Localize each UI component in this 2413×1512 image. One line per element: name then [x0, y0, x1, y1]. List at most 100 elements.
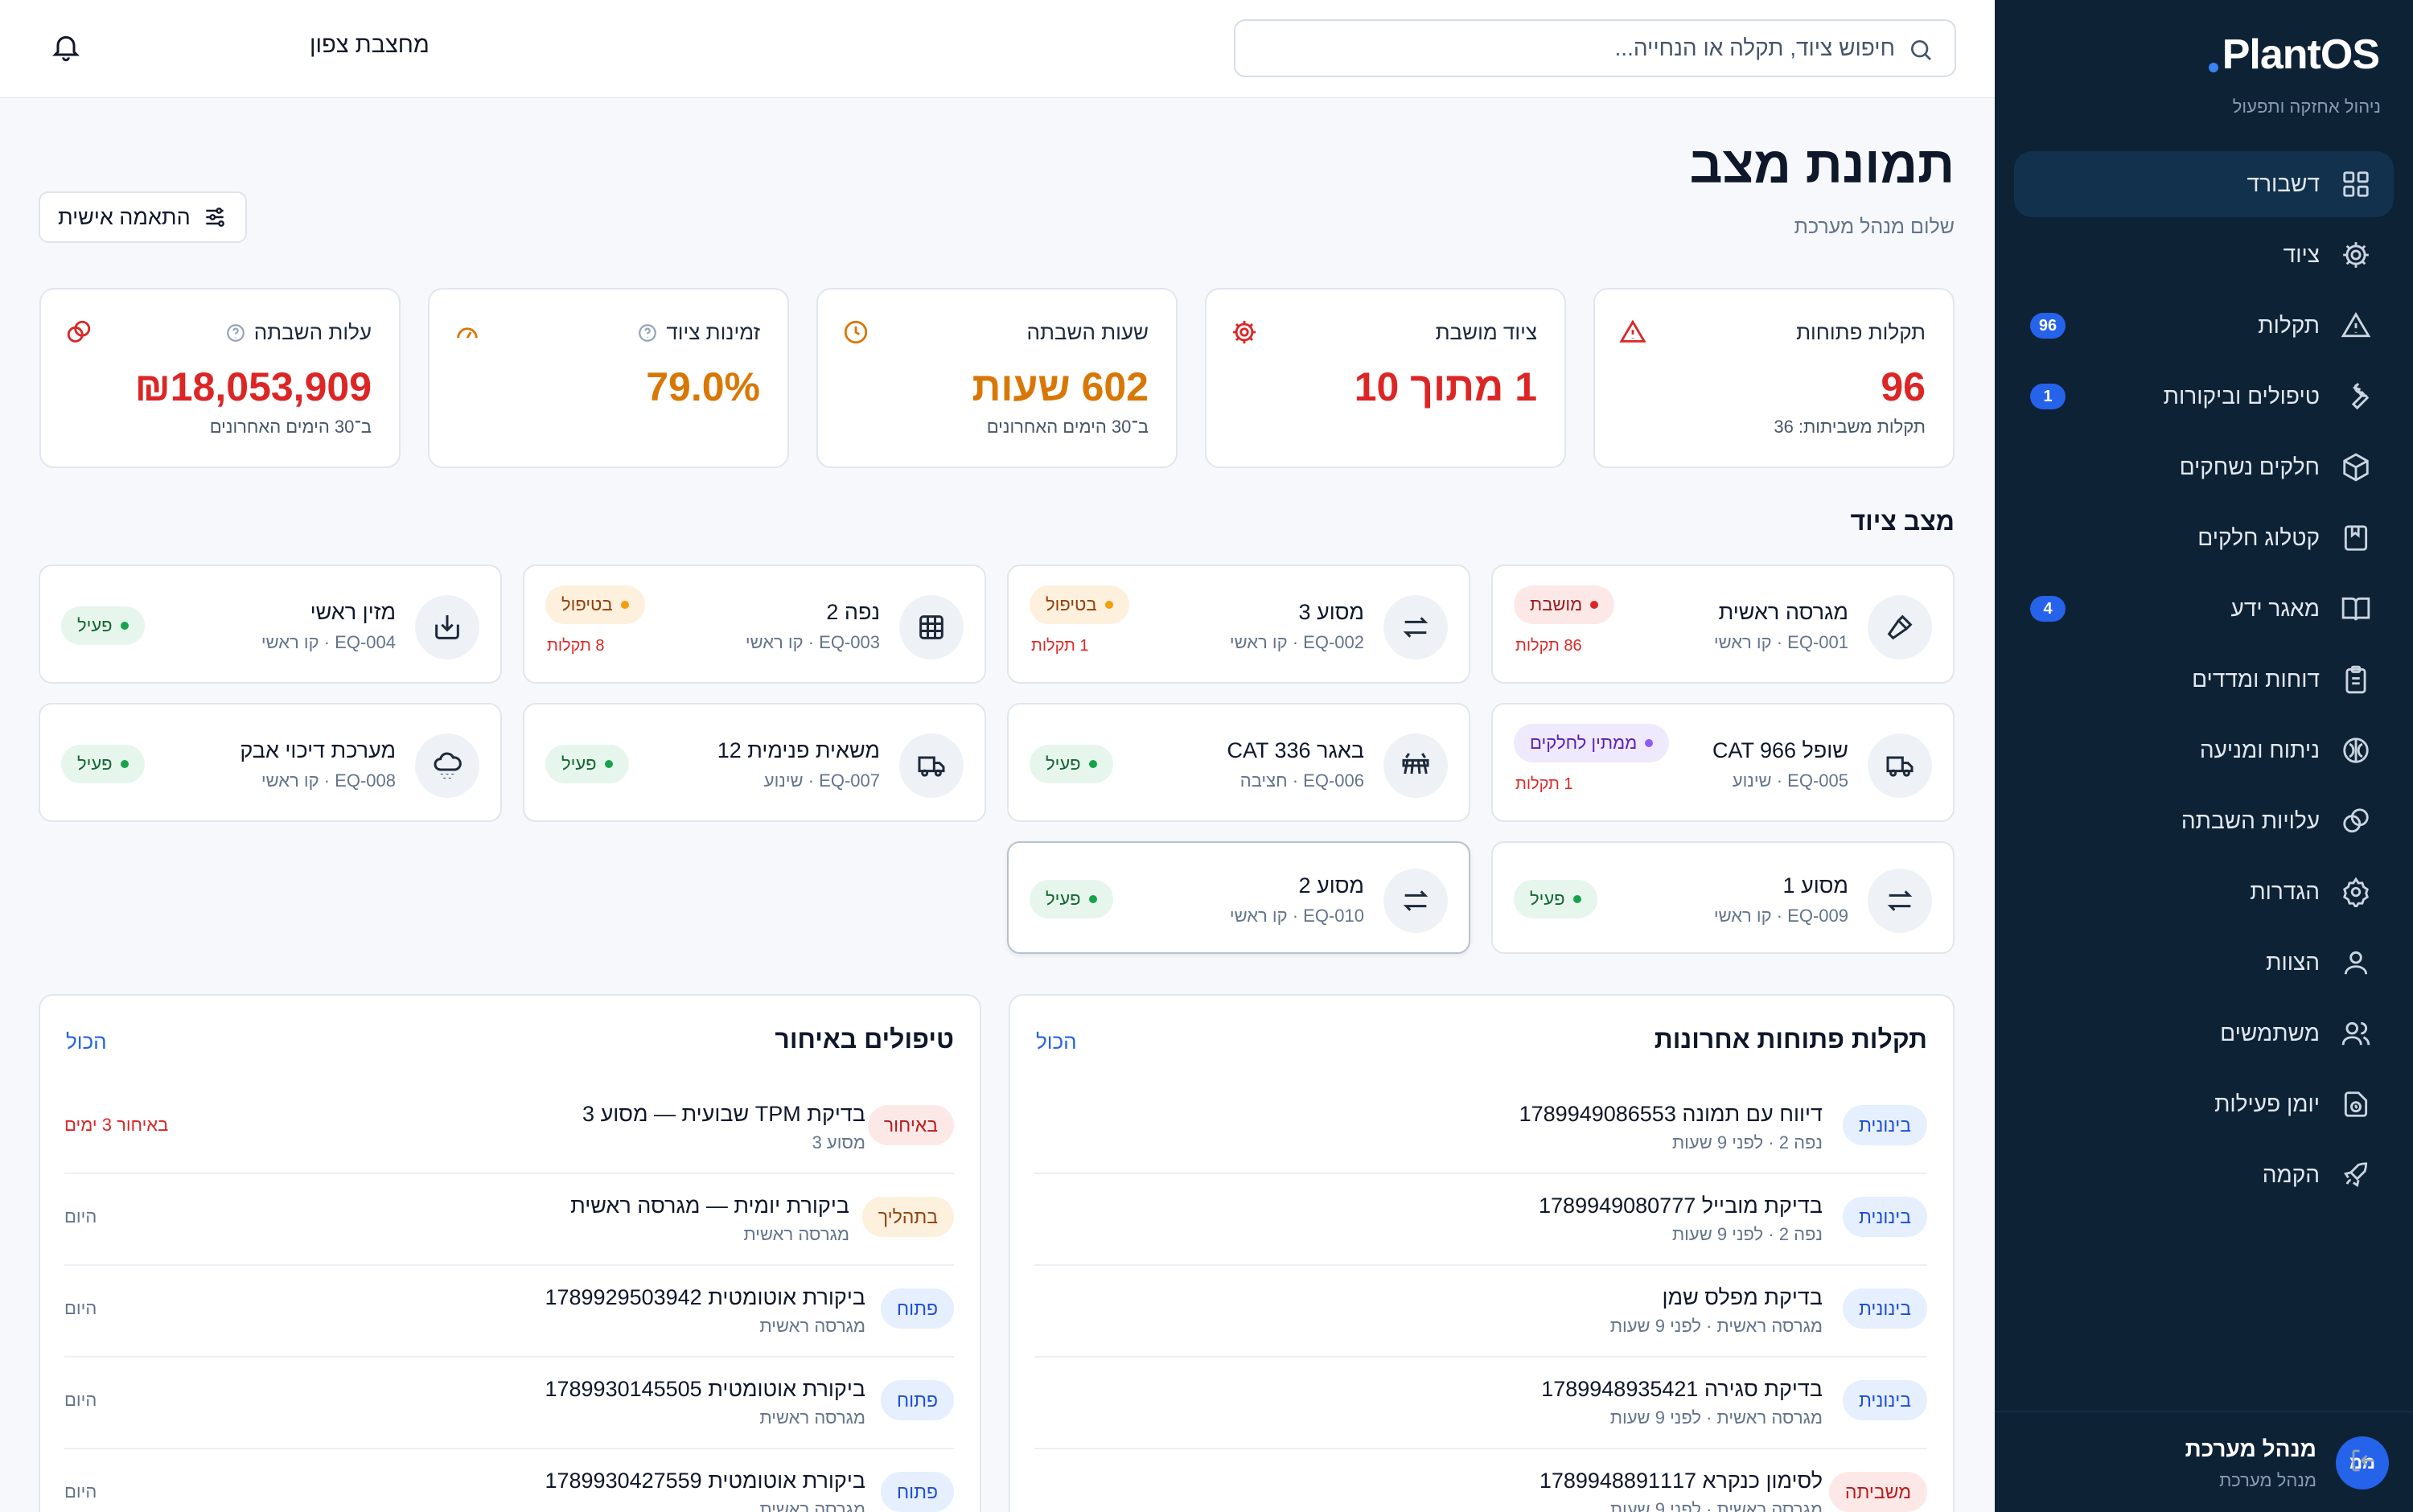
rocket-icon: [2341, 1160, 2371, 1190]
customize-button[interactable]: התאמה אישית: [39, 191, 247, 243]
help-icon[interactable]: [225, 323, 246, 343]
sidebar-item-analysis[interactable]: ניתוח ומניעה: [2014, 717, 2394, 783]
bell-icon[interactable]: [50, 31, 82, 63]
status-label: ממתין לחלקים: [1530, 733, 1638, 753]
equipment-card[interactable]: שופל CAT 966 EQ-005 · שינוע ממתין לחלקים…: [1491, 703, 1955, 822]
sidebar: PlantOS ניהול אחזקה ותפעול דשבורד ציוד ת…: [1995, 0, 2413, 1512]
fault-subtitle: מגרסה ראשית · לפני 9 שעות: [1609, 1407, 1823, 1428]
sidebar-item-activity-log[interactable]: יומן פעילות: [2014, 1071, 2394, 1137]
status-badge: מושבת: [1514, 585, 1615, 624]
fault-title: דיווח עם תמונה 1789949086553: [1519, 1102, 1823, 1126]
equipment-card[interactable]: מסוע 2 EQ-010 · קו ראשי פעיל: [1007, 841, 1470, 954]
equipment-name: נפה 2: [826, 600, 880, 624]
status-label: פעיל: [561, 754, 597, 774]
status-dot: [120, 760, 129, 768]
task-subtitle: מגרסה ראשית: [759, 1316, 865, 1336]
status-badge: בתהליך: [861, 1197, 954, 1237]
dust-icon: [431, 750, 463, 782]
list-item[interactable]: בינונית בדיקת סגירה 1789948935421 מגרסה …: [1034, 1358, 1927, 1449]
equipment-card[interactable]: מגרסה ראשית EQ-001 · קו ראשי מושבת 86 תק…: [1491, 565, 1955, 684]
app-subtitle: ניהול אחזקה ותפעול: [2232, 97, 2381, 117]
list-item[interactable]: פתוח ביקורת אוטומטית 1789930427559 מגרסה…: [64, 1449, 954, 1512]
sidebar-item-label: דוחות ומדדים: [2192, 667, 2320, 692]
sidebar-item-label: ציוד: [2283, 242, 2320, 267]
status-label: בטיפול: [1046, 594, 1097, 614]
equipment-meta: EQ-002 · קו ראשי: [1229, 632, 1364, 652]
equipment-name: מזין ראשי: [310, 600, 396, 624]
status-dot: [604, 760, 613, 768]
status-label: פעיל: [1046, 754, 1081, 774]
sidebar-item-users[interactable]: משתמשים: [2014, 1000, 2394, 1066]
kpi-equipment-down[interactable]: ציוד מושבת 1 מתוך 10: [1205, 288, 1566, 468]
logout-icon[interactable]: [2349, 1446, 2378, 1475]
sidebar-item-knowledge-base[interactable]: מאגר ידע 4: [2014, 576, 2394, 642]
list-item[interactable]: בינונית בדיקת מפלס שמן מגרסה ראשית · לפנ…: [1034, 1266, 1927, 1358]
status-badge: פעיל: [61, 606, 145, 645]
sidebar-item-faults[interactable]: תקלות 96: [2014, 293, 2394, 359]
wrench-icon: [2341, 381, 2371, 412]
due-label: היום: [64, 1481, 97, 1502]
search-input[interactable]: [1268, 21, 1895, 76]
list-item[interactable]: בינונית בדיקת מובייל 1789949080777 נפה 2…: [1034, 1174, 1927, 1266]
kpi-availability[interactable]: זמינות ציוד 79.0%: [428, 288, 789, 468]
maintenance-list: באיחור בדיקת TPM שבועית — מסוע 3 מסוע 3 …: [64, 1083, 954, 1512]
sidebar-item-maintenance[interactable]: טיפולים וביקורות 1: [2014, 364, 2394, 429]
view-all-maintenance-link[interactable]: הכול: [66, 1029, 107, 1054]
equipment-card[interactable]: באגר CAT 336 EQ-006 · חציבה פעיל: [1007, 703, 1470, 822]
list-item[interactable]: פתוח ביקורת אוטומטית 1789929503942 מגרסה…: [64, 1266, 954, 1358]
list-item[interactable]: בינונית דיווח עם תמונה 1789949086553 נפה…: [1034, 1083, 1927, 1174]
status-label: בטיפול: [561, 594, 613, 614]
equipment-card[interactable]: משאית פנימית 12 EQ-007 · שינוע פעיל: [523, 703, 986, 822]
conveyor-icon: [1400, 885, 1432, 917]
equipment-card[interactable]: נפה 2 EQ-003 · קו ראשי בטיפול 8 תקלות: [523, 565, 986, 684]
site-selector[interactable]: מחצבת צפון: [310, 32, 430, 58]
due-label: באיחור 3 ימים: [64, 1115, 169, 1135]
conveyor-icon: [1884, 885, 1916, 917]
task-subtitle: מגרסה ראשית: [759, 1407, 865, 1428]
sidebar-item-equipment[interactable]: ציוד: [2014, 222, 2394, 288]
fault-title: לסימון כנקרא 1789948891117: [1539, 1469, 1823, 1493]
equipment-card[interactable]: מסוע 3 EQ-002 · קו ראשי בטיפול 1 תקלות: [1007, 565, 1470, 684]
kpi-downtime-hours[interactable]: שעות השבתה 602 שעות ב־30 הימים האחרונים: [816, 288, 1178, 468]
sidebar-item-parts-catalog[interactable]: קטלוג חלקים: [2014, 505, 2394, 571]
panel-title: טיפולים באיחור: [775, 1025, 954, 1054]
sidebar-item-downtime-costs[interactable]: עלויות השבתה: [2014, 788, 2394, 854]
equipment-card[interactable]: מזין ראשי EQ-004 · קו ראשי פעיל: [39, 565, 502, 684]
equipment-name: מסוע 1: [1782, 873, 1848, 898]
sidebar-item-settings[interactable]: הגדרות: [2014, 859, 2394, 925]
gear-icon: [1231, 318, 1258, 346]
view-all-faults-link[interactable]: הכול: [1036, 1029, 1077, 1054]
list-item[interactable]: באיחור בדיקת TPM שבועית — מסוע 3 מסוע 3 …: [64, 1083, 954, 1174]
status-badge: פתוח: [880, 1288, 954, 1329]
sidebar-item-label: טיפולים וביקורות: [2163, 384, 2320, 409]
kpi-downtime-cost[interactable]: עלות השבתה ₪18,053,909 ב־30 הימים האחרונ…: [39, 288, 401, 468]
faults-list: בינונית דיווח עם תמונה 1789949086553 נפה…: [1034, 1083, 1927, 1512]
equipment-meta: EQ-003 · קו ראשי: [745, 632, 880, 652]
sidebar-item-wear-parts[interactable]: חלקים נשחקים: [2014, 434, 2394, 500]
sidebar-item-setup[interactable]: הקמה: [2014, 1142, 2394, 1208]
search-box[interactable]: [1234, 19, 1956, 77]
help-icon[interactable]: [637, 323, 658, 343]
kpi-label: עלות השבתה: [253, 320, 372, 344]
list-item[interactable]: משביתה לסימון כנקרא 1789948891117 מגרסה …: [1034, 1449, 1927, 1512]
sidebar-item-dashboard[interactable]: דשבורד: [2014, 151, 2394, 217]
sidebar-item-label: מאגר ידע: [2230, 596, 2320, 621]
list-item[interactable]: פתוח ביקורת אוטומטית 1789930145505 מגרסה…: [64, 1358, 954, 1449]
kpi-value: ₪18,053,909: [134, 364, 372, 409]
equipment-card[interactable]: מערכת דיכוי אבק EQ-008 · קו ראשי פעיל: [39, 703, 502, 822]
sidebar-item-team[interactable]: הצוות: [2014, 930, 2394, 996]
equipment-card[interactable]: מסוע 1 EQ-009 · קו ראשי פעיל: [1491, 841, 1955, 954]
equipment-meta: EQ-006 · חציבה: [1239, 770, 1364, 791]
sidebar-item-reports[interactable]: דוחות ומדדים: [2014, 647, 2394, 713]
severity-badge: בינונית: [1842, 1288, 1927, 1329]
kpi-value: 602 שעות: [972, 364, 1149, 409]
kpi-open-faults[interactable]: תקלות פתוחות 96 תקלות משביתות: 36: [1593, 288, 1955, 468]
list-item[interactable]: בתהליך ביקורת יומית — מגרסה ראשית מגרסה …: [64, 1174, 954, 1266]
status-dot: [1645, 739, 1654, 747]
fault-title: בדיקת סגירה 1789948935421: [1541, 1377, 1823, 1401]
fault-title: בדיקת מפלס שמן: [1662, 1285, 1823, 1309]
sidebar-item-label: חלקים נשחקים: [2179, 454, 2320, 479]
app-logo[interactable]: PlantOS: [2222, 31, 2380, 78]
user-role: מנהל מערכת: [2219, 1470, 2316, 1490]
status-badge: פעיל: [1030, 880, 1113, 918]
